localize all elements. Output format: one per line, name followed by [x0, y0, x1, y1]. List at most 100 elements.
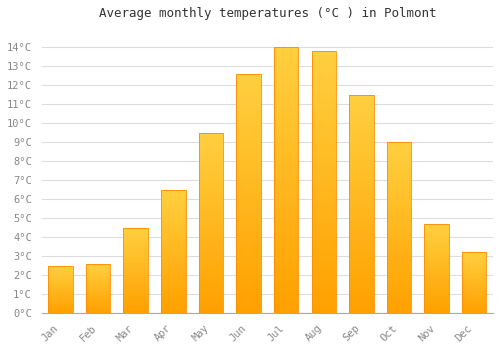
Bar: [349, 265, 374, 269]
Bar: [462, 263, 486, 264]
Bar: [86, 308, 110, 309]
Bar: [86, 310, 110, 311]
Bar: [161, 234, 186, 237]
Bar: [349, 212, 374, 217]
Bar: [274, 212, 298, 217]
Bar: [349, 156, 374, 160]
Bar: [312, 203, 336, 208]
Bar: [274, 84, 298, 90]
Bar: [48, 285, 72, 286]
Bar: [462, 289, 486, 290]
Bar: [124, 303, 148, 304]
Bar: [124, 282, 148, 284]
Bar: [349, 217, 374, 221]
Bar: [236, 280, 261, 284]
Bar: [349, 130, 374, 134]
Bar: [161, 192, 186, 195]
Bar: [124, 243, 148, 245]
Bar: [48, 300, 72, 301]
Bar: [274, 153, 298, 159]
Bar: [124, 239, 148, 241]
Bar: [236, 251, 261, 256]
Bar: [312, 193, 336, 198]
Bar: [424, 225, 449, 227]
Bar: [236, 169, 261, 174]
Bar: [236, 198, 261, 203]
Bar: [349, 121, 374, 125]
Bar: [124, 257, 148, 258]
Bar: [312, 156, 336, 161]
Bar: [312, 214, 336, 219]
Bar: [387, 245, 411, 248]
Bar: [161, 296, 186, 298]
Bar: [349, 230, 374, 235]
Bar: [462, 291, 486, 292]
Bar: [312, 172, 336, 177]
Bar: [387, 268, 411, 272]
Bar: [48, 281, 72, 282]
Bar: [236, 78, 261, 83]
Bar: [462, 290, 486, 291]
Bar: [198, 280, 223, 284]
Bar: [424, 241, 449, 243]
Bar: [161, 246, 186, 249]
Bar: [349, 164, 374, 169]
Bar: [198, 219, 223, 223]
Bar: [312, 135, 336, 140]
Bar: [86, 302, 110, 303]
Bar: [236, 136, 261, 141]
Bar: [312, 271, 336, 276]
Bar: [161, 308, 186, 310]
Bar: [312, 198, 336, 203]
Bar: [86, 298, 110, 299]
Bar: [424, 238, 449, 240]
Bar: [161, 197, 186, 199]
Bar: [387, 289, 411, 293]
Bar: [387, 286, 411, 289]
Bar: [236, 117, 261, 121]
Bar: [274, 249, 298, 254]
Bar: [424, 311, 449, 313]
Bar: [274, 143, 298, 148]
Bar: [161, 212, 186, 214]
Bar: [424, 275, 449, 277]
Bar: [161, 190, 186, 192]
Bar: [48, 287, 72, 288]
Bar: [198, 306, 223, 309]
Bar: [161, 224, 186, 226]
Bar: [48, 278, 72, 279]
Bar: [198, 237, 223, 241]
Bar: [387, 166, 411, 169]
Bar: [86, 297, 110, 298]
Bar: [312, 77, 336, 82]
Bar: [86, 270, 110, 271]
Bar: [274, 297, 298, 302]
Bar: [198, 183, 223, 187]
Bar: [424, 304, 449, 306]
Bar: [274, 47, 298, 313]
Bar: [349, 309, 374, 313]
Bar: [424, 308, 449, 309]
Bar: [274, 132, 298, 138]
Bar: [86, 284, 110, 285]
Bar: [387, 156, 411, 159]
Bar: [274, 308, 298, 313]
Bar: [424, 286, 449, 288]
Bar: [462, 300, 486, 301]
Bar: [387, 231, 411, 234]
Bar: [274, 180, 298, 186]
Bar: [161, 195, 186, 197]
Bar: [161, 249, 186, 251]
Bar: [48, 266, 72, 313]
Bar: [236, 126, 261, 131]
Bar: [274, 47, 298, 52]
Bar: [124, 291, 148, 293]
Bar: [349, 239, 374, 243]
Bar: [349, 287, 374, 291]
Bar: [161, 239, 186, 241]
Bar: [198, 172, 223, 176]
Bar: [462, 296, 486, 297]
Bar: [349, 256, 374, 260]
Bar: [86, 281, 110, 282]
Bar: [236, 193, 261, 198]
